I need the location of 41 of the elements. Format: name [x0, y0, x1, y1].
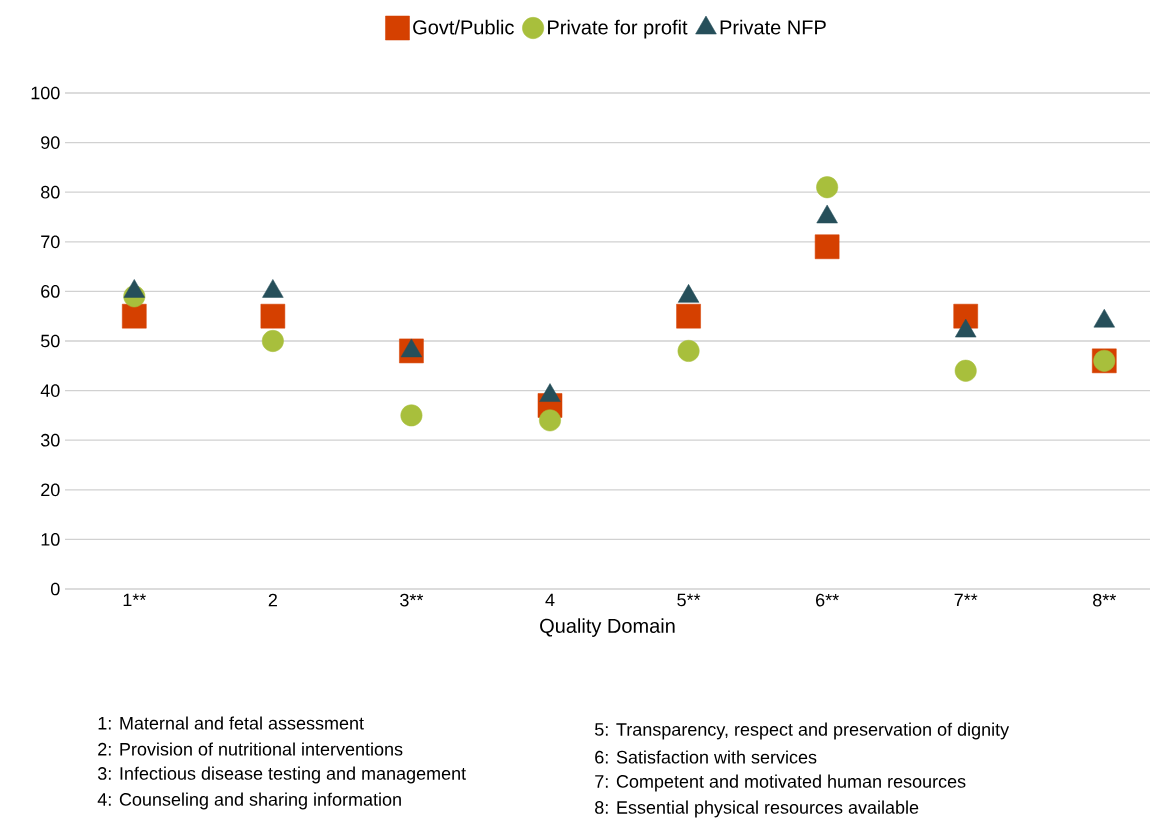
x-tick-label: 4	[545, 593, 555, 607]
text: 2: Provision of nutritional interventions	[98, 742, 403, 756]
point	[122, 303, 147, 329]
point	[677, 339, 700, 362]
x-tick-label: 5**	[677, 593, 701, 607]
text: 4: Counseling and sharing information	[97, 792, 401, 810]
point	[260, 303, 286, 329]
x-tick-label: 2	[268, 593, 277, 607]
x-tick-label: 1**	[123, 593, 147, 607]
point	[816, 176, 839, 199]
y-tick-label: 20	[41, 483, 60, 497]
y-tick-label: 60	[41, 285, 60, 298]
legend-label: Private for profit	[548, 19, 688, 39]
y-tick-label: 50	[40, 334, 60, 348]
point	[400, 404, 423, 427]
x-tick-label: 3**	[400, 593, 424, 607]
x-axis-title: Quality Domain	[540, 618, 675, 637]
point	[814, 234, 840, 260]
y-tick-label: 0	[50, 582, 60, 596]
y-tick-label: 100	[31, 86, 60, 100]
y-tick-label: 90	[41, 136, 60, 149]
point	[676, 303, 701, 329]
x-tick-label: 8**	[1093, 593, 1117, 607]
text: 3: Infectious disease testing and management	[97, 766, 466, 784]
y-tick-label: 30	[40, 433, 60, 447]
y-tick-label: 80	[41, 185, 60, 199]
y-tick-label: 10	[41, 533, 60, 546]
point	[539, 409, 561, 432]
legend-label: Govt/Public	[413, 19, 514, 35]
text: 6: Satisfaction with services	[595, 750, 817, 764]
point	[954, 359, 977, 382]
text: 1: Maternal and fetal assessment	[98, 716, 364, 730]
x-tick-label: 6**	[816, 593, 839, 607]
y-tick-label: 70	[41, 235, 60, 249]
x-tick-label: 7**	[954, 593, 978, 607]
point	[261, 330, 284, 352]
text: 8: Essential physical resources available	[595, 800, 919, 818]
text: 7: Competent and motivated human resources	[595, 774, 966, 792]
text: 5: Transparency, respect and preservation of dignity	[594, 722, 1010, 740]
legend-label: Private NFP	[720, 19, 826, 35]
y-tick-label: 40	[40, 384, 60, 397]
